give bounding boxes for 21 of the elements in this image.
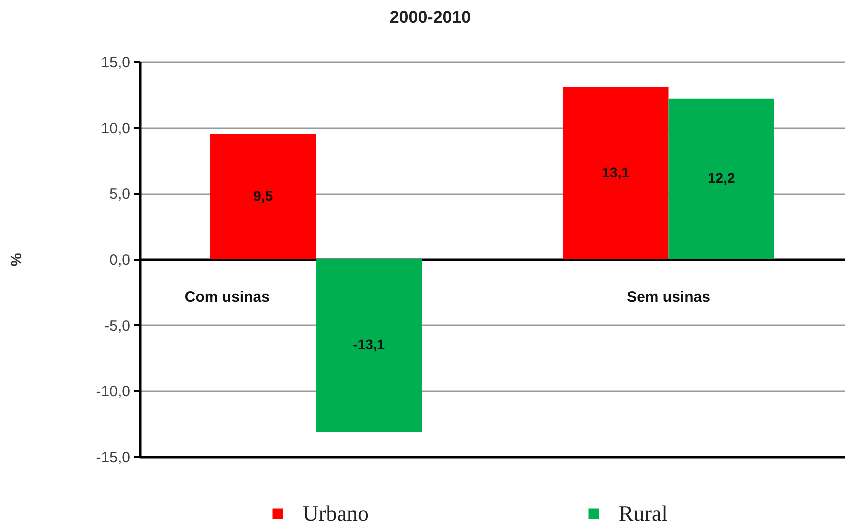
y-axis-title: % xyxy=(8,253,26,267)
y-tick-label: -10,0 xyxy=(96,384,130,401)
data-label: -13,1 xyxy=(353,336,386,353)
y-tick-label: 0,0 xyxy=(110,252,130,269)
data-label: 12,2 xyxy=(708,170,736,186)
data-label: 13,1 xyxy=(602,164,630,180)
legend-label: Urbano xyxy=(303,501,369,526)
x-tick-label: Com usinas xyxy=(184,289,270,306)
bar xyxy=(316,260,422,432)
y-tick-label: 10,0 xyxy=(101,120,130,138)
y-tick-label: -15,0 xyxy=(96,450,130,466)
x-tick-label: Sem usinas xyxy=(627,289,710,306)
legend-label: Rural xyxy=(619,501,668,526)
bar xyxy=(668,98,774,260)
y-tick-label: 5,0 xyxy=(110,186,130,204)
bar xyxy=(563,87,669,260)
chart-title: 2000-2010 xyxy=(390,8,472,27)
data-label: 9,5 xyxy=(254,188,274,204)
bar xyxy=(210,134,316,260)
y-tick-label: -5,0 xyxy=(104,318,130,335)
y-tick-label: 15,0 xyxy=(101,54,130,72)
